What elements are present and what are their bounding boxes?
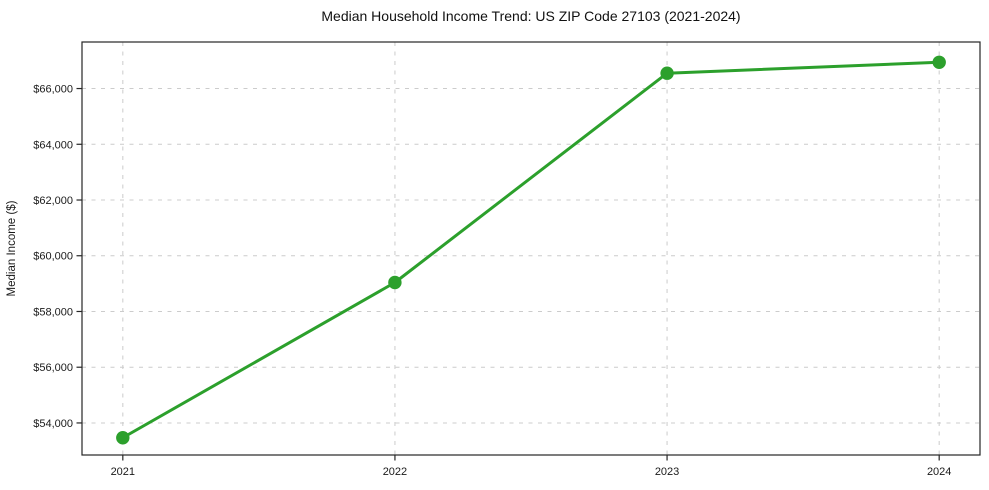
x-tick-label: 2022 (383, 466, 407, 478)
y-tick-label: $56,000 (33, 362, 73, 374)
plot-border (81, 41, 981, 456)
data-point (388, 275, 402, 290)
y-tick-label: $64,000 (33, 139, 73, 151)
chart-title: Median Household Income Trend: US ZIP Co… (321, 8, 741, 24)
x-tick-label: 2024 (927, 466, 951, 478)
y-tick-label: $60,000 (33, 251, 73, 263)
y-axis-label: Median Income ($) (6, 200, 18, 296)
y-tick-label: $62,000 (33, 195, 73, 207)
trend-line (121, 60, 941, 440)
data-point (116, 431, 130, 445)
data-point (932, 55, 946, 69)
x-tick-label: 2021 (111, 466, 135, 478)
chart-layers: $54,000 $56,000 $58,000 $60,000 $62,000 $64,0… (33, 41, 981, 478)
y-tick-label: $66,000 (33, 84, 73, 96)
data-point (660, 66, 674, 80)
x-tick-label: 2023 (655, 466, 679, 478)
y-tick-label: $54,000 (33, 418, 73, 430)
y-tick-label: $58,000 (33, 306, 73, 318)
